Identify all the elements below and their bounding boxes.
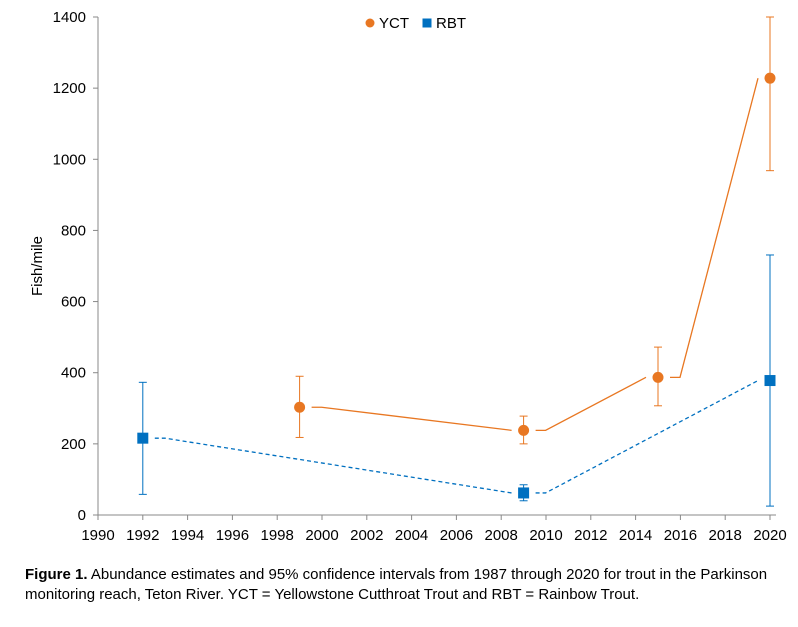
x-tick-label: 2014 xyxy=(619,527,652,544)
legend-rbt-marker xyxy=(422,18,432,28)
x-tick-label: 2016 xyxy=(664,527,697,544)
y-tick-label: 1000 xyxy=(53,151,86,168)
legend-rbt-label: RBT xyxy=(436,15,466,32)
y-tick-label: 600 xyxy=(61,294,86,311)
x-tick-label: 2018 xyxy=(709,527,742,544)
x-tick-label: 1992 xyxy=(126,527,159,544)
x-tick-label: 1990 xyxy=(81,527,114,544)
x-tick-label: 2012 xyxy=(574,527,607,544)
rbt-point xyxy=(518,487,530,499)
y-tick-label: 1400 xyxy=(53,9,86,26)
rbt-point xyxy=(137,432,149,444)
figure-caption: Figure 1. Abundance estimates and 95% co… xyxy=(25,565,775,605)
caption-label: Figure 1. xyxy=(25,566,88,583)
yct-point xyxy=(294,401,306,413)
legend-yct-marker xyxy=(365,18,375,28)
x-tick-label: 2006 xyxy=(440,527,473,544)
series-group xyxy=(137,16,776,507)
x-axis: 1990 1992 1994 1996 1998 2000 2002 2004 2006 2008… xyxy=(81,514,787,544)
y-tick-label: 0 xyxy=(78,507,86,524)
y-axis: 0 200 400 600 800 1000 1200 1400 xyxy=(53,9,99,524)
yct-line xyxy=(311,78,759,431)
x-tick-label: 2008 xyxy=(485,527,518,544)
x-tick-label: 1994 xyxy=(171,527,204,544)
x-tick-label: 2004 xyxy=(395,527,428,544)
y-tick-label: 800 xyxy=(61,222,86,239)
y-axis-title: Fish/mile xyxy=(29,236,46,296)
yct-point xyxy=(518,424,530,436)
x-tick-label: 2002 xyxy=(350,527,383,544)
yct-point xyxy=(652,371,664,383)
caption-text: Abundance estimates and 95% confidence i… xyxy=(25,566,768,603)
y-tick-label: 200 xyxy=(61,436,86,453)
rbt-line xyxy=(154,379,759,494)
y-tick-label: 1200 xyxy=(53,80,86,97)
y-tick-label: 400 xyxy=(61,365,86,382)
yct-point xyxy=(764,72,776,84)
x-tick-label: 1998 xyxy=(261,527,294,544)
x-tick-label: 2020 xyxy=(753,527,786,544)
legend-yct-label: YCT xyxy=(379,15,409,32)
x-tick-label: 2010 xyxy=(529,527,562,544)
legend: YCT RBT xyxy=(365,15,466,32)
x-tick-label: 1996 xyxy=(216,527,249,544)
x-tick-label: 2000 xyxy=(305,527,338,544)
rbt-point xyxy=(764,375,776,387)
